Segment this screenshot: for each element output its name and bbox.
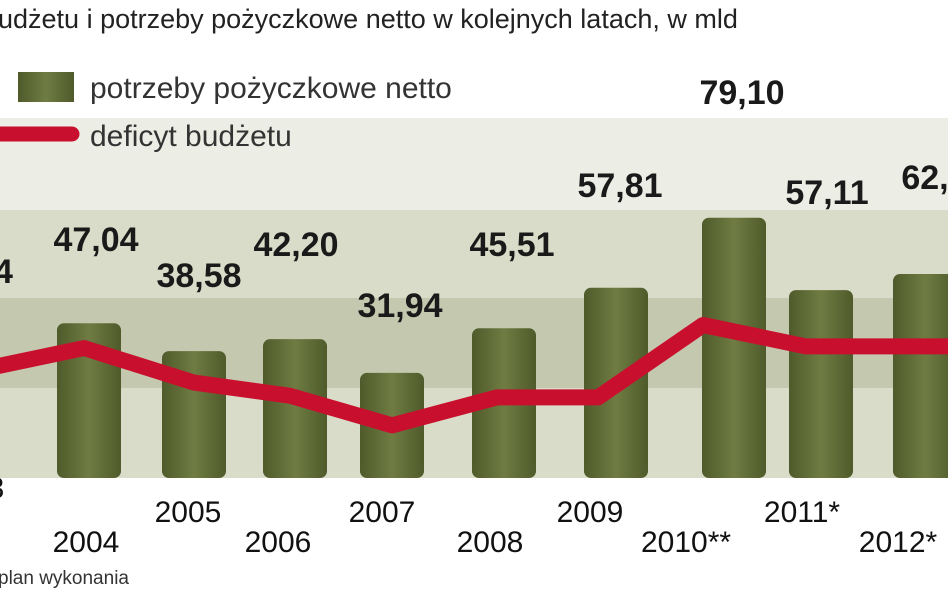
x-tick-labels: 3 2004 2005 2006 2007 2008 2009 2010** 2011* 2012… — [0, 472, 938, 559]
value-label: 79,10 — [699, 74, 784, 112]
chart-title: udżetu i potrzeby pożyczkowe netto w kol… — [0, 4, 738, 34]
value-label: 38,58 — [156, 257, 241, 295]
band-1 — [0, 118, 948, 210]
legend: potrzeby pożyczkowe netto deficyt budżet… — [0, 72, 452, 153]
x-tick-label: 3 — [0, 472, 4, 505]
bar-2010 — [702, 217, 766, 479]
value-label: 47,04 — [53, 221, 138, 259]
x-tick-label: 2009 — [557, 496, 624, 529]
bar-2011 — [789, 290, 853, 478]
x-tick-label: 2004 — [53, 526, 120, 559]
band-2 — [0, 210, 948, 298]
x-tick-label: 2010** — [641, 526, 731, 559]
deficit-line — [0, 317, 948, 434]
legend-label-bars: potrzeby pożyczkowe netto — [90, 72, 452, 105]
x-tick-label: 2011* — [764, 496, 841, 529]
value-label: 45,51 — [469, 226, 554, 264]
value-label: 57,81 — [577, 167, 662, 205]
bar-2006 — [263, 339, 327, 478]
value-labels: 04 47,04 38,58 42,20 31,94 45,51 57,81 79,10 57,… — [0, 74, 948, 325]
value-label: 31,94 — [357, 287, 442, 325]
x-tick-label: 2005 — [155, 496, 222, 529]
value-label: 57,11 — [785, 174, 868, 212]
value-label: 04 — [0, 253, 13, 291]
legend-swatch-bars — [18, 72, 74, 102]
x-tick-label: 2012* — [859, 526, 938, 559]
deficit-line-layer — [0, 317, 948, 434]
value-label: 42,20 — [253, 226, 338, 264]
x-tick-label: 2008 — [457, 526, 524, 559]
legend-label-line: deficyt budżetu — [90, 120, 292, 153]
x-tick-label: 2006 — [245, 526, 312, 559]
value-label: 62, — [901, 159, 948, 197]
x-tick-label: 2007 — [349, 496, 416, 529]
bar-2012 — [893, 274, 948, 478]
footnote: plan wykonania — [0, 568, 129, 589]
